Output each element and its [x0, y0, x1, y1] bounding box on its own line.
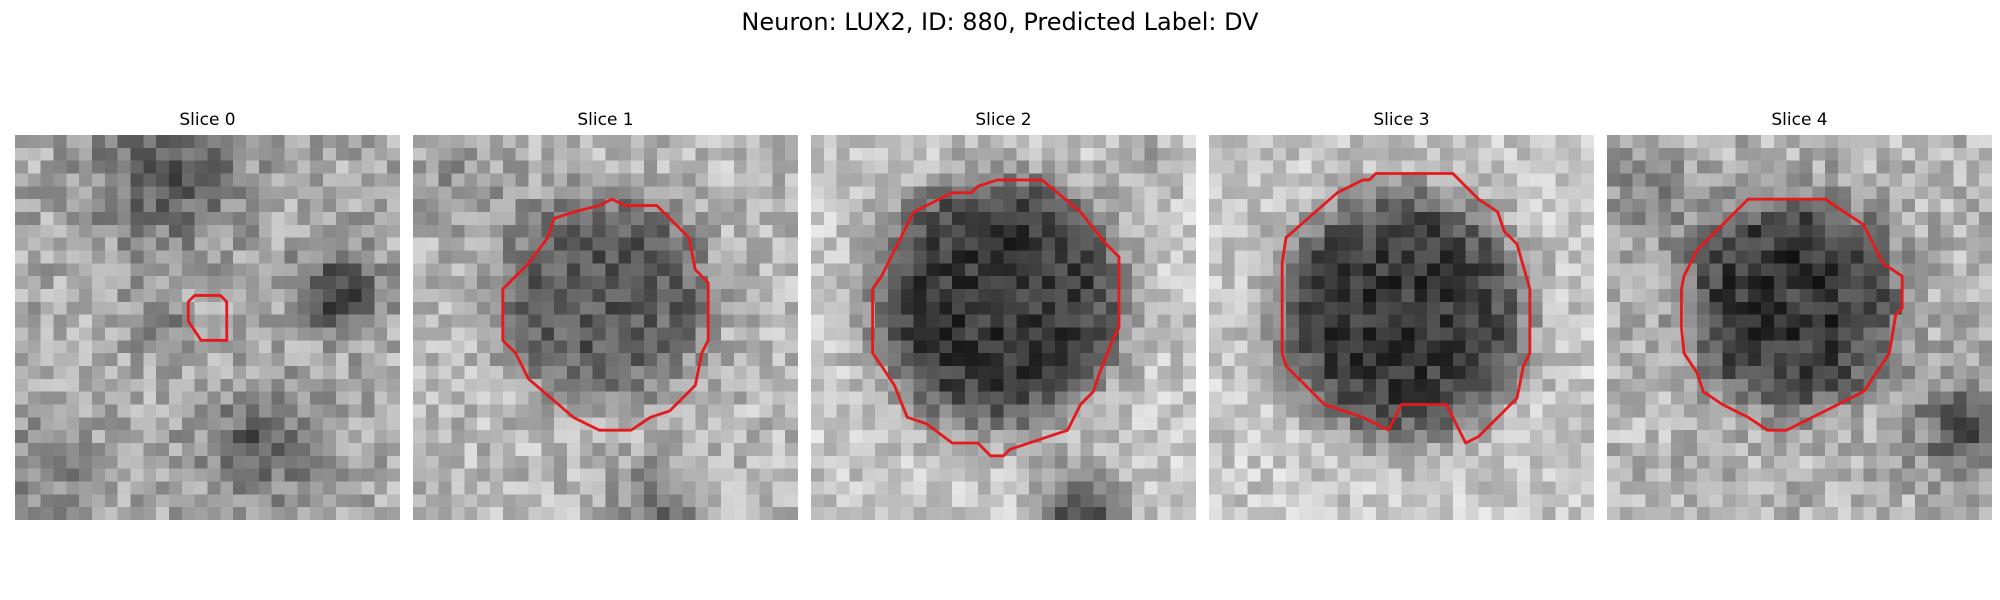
slice-panel-3: Slice 3: [1209, 110, 1594, 520]
slice-2-image: [811, 135, 1196, 520]
neuron-roi-contour: [871, 178, 1121, 458]
slice-4-image: [1607, 135, 1992, 520]
slice-panel-4: Slice 4: [1607, 110, 1992, 520]
slice-3-image: [1209, 135, 1594, 520]
slice-panel-1: Slice 1: [413, 110, 798, 520]
slice-4-title: Slice 4: [1771, 110, 1828, 130]
neuron-roi-contour: [1680, 197, 1904, 432]
slice-3-title: Slice 3: [1373, 110, 1430, 130]
slice-panel-0: Slice 0: [15, 110, 400, 520]
small-roi-contour: [186, 294, 229, 342]
slice-0-image: [15, 135, 400, 520]
slice-panel-2: Slice 2: [811, 110, 1196, 520]
slice-0-title: Slice 0: [179, 110, 236, 130]
neuron-roi-contour: [501, 197, 710, 432]
slice-1-image: [413, 135, 798, 520]
figure-title: Neuron: LUX2, ID: 880, Predicted Label: …: [741, 8, 1259, 36]
neuron-roi-contour: [1280, 172, 1532, 445]
slice-1-title: Slice 1: [577, 110, 634, 130]
slice-2-title: Slice 2: [975, 110, 1032, 130]
